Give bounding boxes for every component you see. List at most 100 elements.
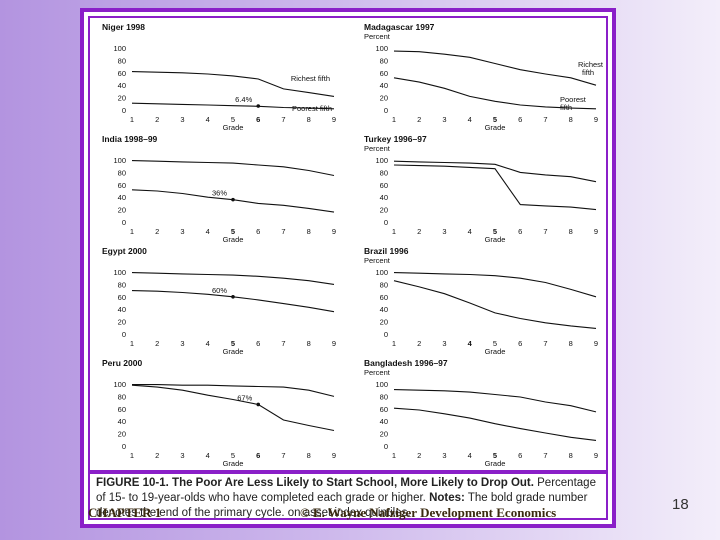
- chart-panel: India 1998–99 0 20 40 60 80 100 1 2 3 4 5 6 7 8 9 Grade 3…: [102, 134, 336, 244]
- y-tick-label: 0: [122, 330, 126, 339]
- chart-panel: Niger 1998 0 20 40 60 80 100 1 2 3 4 5 6 7 8 9 Grade Rich…: [102, 22, 336, 132]
- y-axis-label: Percent: [364, 32, 391, 41]
- chart-panel: Peru 2000 0 20 40 60 80 100 1 2 3 4 5 6 7 8 9 Grade 67%: [102, 358, 336, 468]
- x-tick-label: 8: [307, 115, 311, 124]
- series-line-poorest: [131, 102, 335, 110]
- x-tick-label: 4: [206, 115, 210, 124]
- y-tick-label: 20: [380, 94, 388, 103]
- x-tick-label: 1: [130, 451, 134, 460]
- y-axis-label: Percent: [364, 256, 391, 265]
- x-tick-label: 8: [307, 339, 311, 348]
- x-tick-label: 4: [468, 115, 472, 124]
- x-tick-label: 8: [569, 451, 573, 460]
- x-tick-label: 7: [281, 339, 285, 348]
- x-tick-label: 1: [392, 451, 396, 460]
- y-tick-label: 40: [118, 81, 126, 90]
- series-line-poorest: [393, 280, 597, 329]
- x-tick-label: 6: [518, 115, 522, 124]
- series-line-richest: [131, 272, 335, 285]
- chart-title: India 1998–99: [102, 134, 158, 144]
- x-tick-label: 3: [180, 451, 184, 460]
- x-tick-label: 2: [417, 115, 421, 124]
- caption-line2: Percentage of 15- to 19-year-olds who ha…: [96, 477, 596, 504]
- x-tick-label: 5: [231, 227, 235, 236]
- caption-title: FIGURE 10-1. The Poor Are Less Likely to…: [96, 477, 534, 489]
- series-label-richest: Richest: [578, 60, 604, 69]
- x-tick-label: 1: [392, 339, 396, 348]
- x-tick-label: 4: [468, 339, 473, 348]
- x-tick-label: 2: [155, 451, 159, 460]
- series-label-poorest: Poorest fifth: [292, 104, 332, 113]
- x-tick-label: 5: [231, 451, 235, 460]
- series-line-richest: [393, 272, 597, 298]
- y-tick-label: 60: [118, 293, 126, 302]
- y-tick-label: 0: [384, 442, 388, 451]
- x-tick-label: 2: [417, 339, 421, 348]
- y-tick-label: 60: [118, 181, 126, 190]
- y-tick-label: 0: [122, 106, 126, 115]
- series-line-poorest: [131, 290, 335, 313]
- caption-notes-label: Notes:: [429, 492, 465, 504]
- x-tick-label: 6: [256, 451, 260, 460]
- series-line-poorest: [131, 384, 335, 432]
- y-tick-label: 80: [118, 280, 126, 289]
- series-line-richest: [132, 384, 335, 397]
- x-tick-label: 8: [307, 451, 311, 460]
- y-tick-label: 100: [375, 380, 388, 389]
- y-tick-label: 60: [118, 405, 126, 414]
- x-tick-label: 3: [180, 227, 184, 236]
- series-line-poorest: [393, 164, 597, 211]
- y-tick-label: 100: [375, 268, 388, 277]
- y-axis-label: Percent: [364, 144, 391, 153]
- y-tick-label: 80: [118, 56, 126, 65]
- x-tick-label: 1: [130, 227, 134, 236]
- caption-line4: on asset index quintiles.: [287, 507, 411, 519]
- figure-panel: Niger 1998 0 20 40 60 80 100 1 2 3 4 5 6 7 8 9 Grade Rich…: [88, 16, 608, 520]
- x-tick-label: 3: [442, 339, 446, 348]
- x-tick-label: 9: [594, 451, 598, 460]
- x-tick-label: 5: [493, 115, 497, 124]
- x-tick-label: 7: [543, 451, 547, 460]
- x-tick-label: 8: [569, 227, 573, 236]
- y-tick-label: 0: [384, 218, 388, 227]
- footer-copyright: © E. Wayne Nafziger Development Economic…: [300, 505, 557, 520]
- annotation-marker: [256, 104, 261, 108]
- x-tick-label: 9: [594, 339, 598, 348]
- x-tick-label: 4: [468, 451, 472, 460]
- series-label-richest-2: fifth: [582, 68, 594, 77]
- x-tick-label: 9: [332, 451, 336, 460]
- caption-notes: The bold grade number denotes the end of…: [96, 492, 588, 519]
- x-tick-label: 9: [332, 115, 336, 124]
- y-tick-label: 60: [380, 405, 388, 414]
- x-tick-label: 6: [518, 451, 522, 460]
- y-tick-label: 0: [384, 106, 388, 115]
- x-axis-label: Grade: [485, 235, 506, 244]
- y-tick-label: 20: [380, 318, 388, 327]
- x-tick-label: 2: [417, 227, 421, 236]
- y-axis-label: Percent: [364, 368, 391, 377]
- annotation-marker: [231, 295, 235, 299]
- series-label-richest: Richest fifth: [291, 74, 330, 83]
- y-tick-label: 20: [118, 430, 126, 439]
- x-tick-label: 9: [332, 339, 336, 348]
- y-tick-label: 0: [122, 442, 126, 451]
- x-axis-label: Grade: [485, 347, 506, 356]
- x-tick-label: 4: [206, 339, 210, 348]
- x-tick-label: 3: [442, 451, 446, 460]
- x-tick-label: 1: [130, 115, 134, 124]
- x-tick-label: 6: [256, 227, 260, 236]
- x-tick-label: 6: [518, 339, 522, 348]
- x-tick-label: 4: [206, 227, 210, 236]
- x-tick-label: 8: [307, 227, 311, 236]
- y-tick-label: 0: [384, 330, 388, 339]
- y-tick-label: 0: [122, 218, 126, 227]
- footer-chapter: CHAPTER 1: [88, 505, 162, 520]
- x-axis-label: Grade: [223, 123, 244, 132]
- chart-title: Bangladesh 1996–97: [364, 358, 448, 368]
- x-tick-label: 9: [594, 115, 598, 124]
- chart-title: Turkey 1996–97: [364, 134, 427, 144]
